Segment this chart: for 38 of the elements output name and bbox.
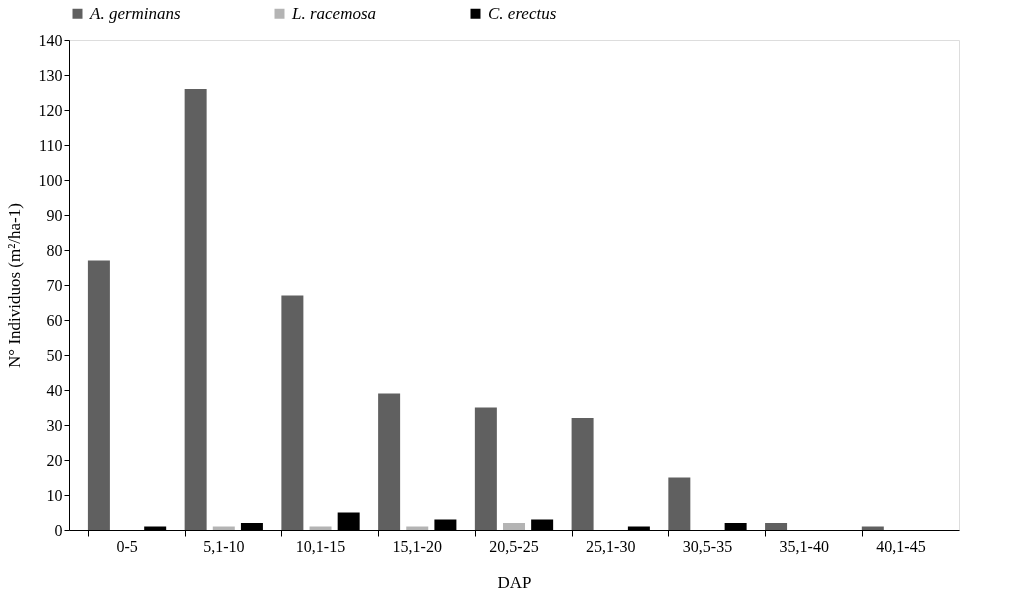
y-tick-label: 140 <box>38 31 63 49</box>
x-axis-title: DAP <box>497 572 532 592</box>
legend-label: A. germinans <box>89 3 182 23</box>
y-tick-label: 120 <box>38 101 63 119</box>
x-tick-label: 20,5-25 <box>489 537 539 555</box>
x-tick-label: 35,1-40 <box>779 537 829 555</box>
y-tick-label: 10 <box>46 486 63 504</box>
bar <box>668 477 691 530</box>
y-tick-label: 0 <box>54 521 63 539</box>
x-tick-label: 15,1-20 <box>392 537 442 555</box>
y-tick-label: 50 <box>46 346 63 364</box>
y-tick-label: 90 <box>46 206 63 224</box>
y-tick-label: 80 <box>46 241 63 259</box>
x-tick-label: 40,1-45 <box>876 537 926 555</box>
y-tick-label: 100 <box>38 171 63 189</box>
y-tick-label: 30 <box>46 416 63 434</box>
bar <box>281 295 304 530</box>
x-tick-label: 0-5 <box>116 537 138 555</box>
y-axis-title: N° Individuos (m²/ha-1) <box>4 203 24 368</box>
bar <box>503 523 525 530</box>
x-tick-label: 25,1-30 <box>586 537 636 555</box>
bar <box>87 260 110 530</box>
legend-label: C. erectus <box>488 3 557 23</box>
legend-label: L. racemosa <box>291 3 377 23</box>
bar <box>474 407 497 530</box>
bar <box>378 393 401 530</box>
y-tick-label: 40 <box>46 381 63 399</box>
y-tick-label: 130 <box>38 66 63 84</box>
y-tick-label: 110 <box>39 136 63 154</box>
bar <box>184 89 207 530</box>
y-tick-label: 70 <box>46 276 63 294</box>
y-tick-label: 20 <box>46 451 63 469</box>
x-tick-label: 5,1-10 <box>203 537 245 555</box>
x-tick-label: 30,5-35 <box>682 537 733 555</box>
bar <box>765 523 788 530</box>
x-tick-label: 10,1-15 <box>295 537 346 555</box>
bar <box>571 418 594 530</box>
y-tick-label: 60 <box>46 311 63 329</box>
